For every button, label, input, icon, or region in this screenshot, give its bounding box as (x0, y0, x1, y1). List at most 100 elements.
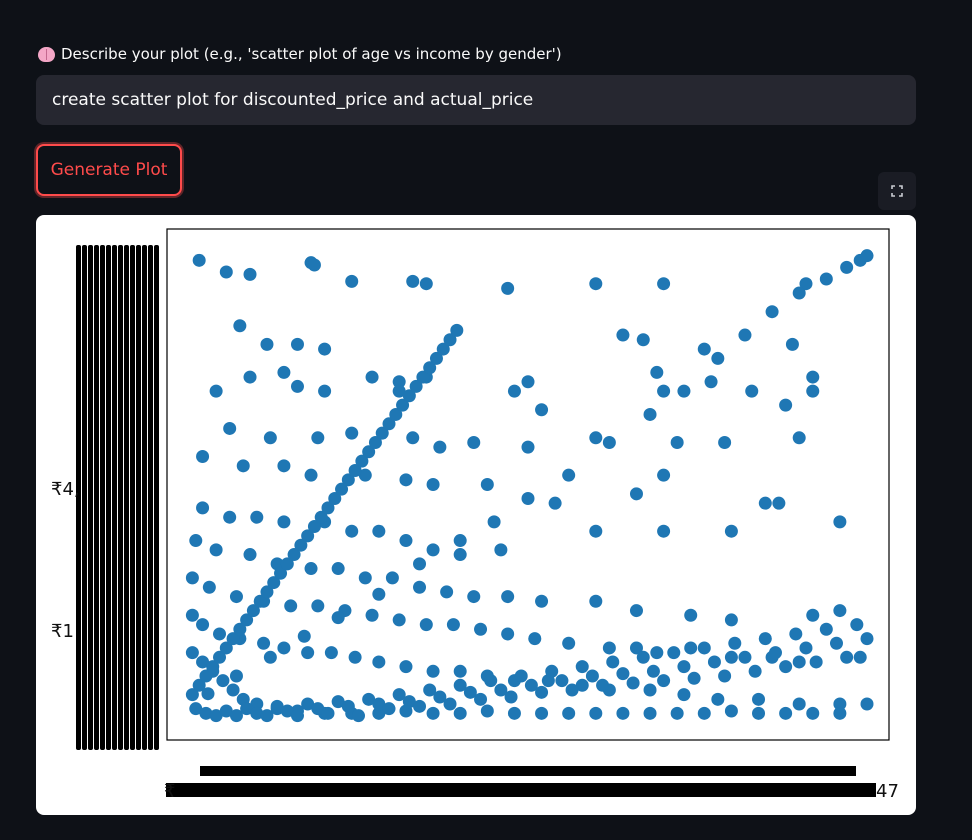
y-tick-label-cluster (118, 245, 123, 750)
scatter-point (677, 660, 691, 674)
scatter-chart: ₹4, ₹1 47 ₹ (51, 228, 899, 802)
scatter-point (443, 333, 457, 347)
scatter-point (474, 622, 488, 636)
scatter-point (535, 594, 549, 608)
scatter-point (368, 435, 382, 449)
scatter-point (860, 697, 874, 711)
scatter-point (413, 557, 427, 571)
scatter-point (277, 641, 291, 655)
scatter-point (304, 468, 318, 482)
scatter-point (724, 613, 738, 627)
scatter-point (311, 599, 325, 613)
scatter-point (545, 664, 559, 678)
scatter-point (253, 594, 267, 608)
scatter-point (423, 361, 437, 375)
y-tick-overlap (76, 245, 159, 750)
scatter-point (806, 706, 820, 720)
scatter-point (670, 706, 684, 720)
scatter-point (206, 660, 220, 674)
scatter-point (219, 704, 233, 718)
scatter-point (426, 478, 440, 491)
scatter-point (453, 678, 467, 692)
scatter-point (185, 608, 199, 622)
scatter-point (226, 683, 240, 697)
scatter-point (697, 641, 711, 655)
scatter-point (657, 468, 671, 482)
scatter-point (535, 403, 549, 417)
scatter-point (250, 706, 264, 720)
scatter-point (799, 277, 813, 291)
scatter-point (433, 690, 447, 704)
scatter-point (494, 543, 508, 557)
scatter-point (806, 384, 820, 398)
scatter-point (629, 641, 643, 655)
scatter-point (301, 697, 315, 711)
scatter-point (616, 706, 630, 720)
scatter-point (728, 636, 742, 650)
scatter-point (209, 709, 223, 723)
scatter-point (362, 445, 376, 459)
scatter-point (657, 384, 671, 398)
scatter-point (314, 510, 328, 524)
scatter-point (229, 669, 243, 683)
scatter-point (250, 697, 264, 711)
scatter-point (399, 473, 413, 487)
scatter-point (480, 704, 494, 718)
scatter-point (589, 706, 603, 720)
scatter-point (233, 319, 247, 333)
fullscreen-button[interactable] (878, 172, 916, 210)
scatter-point (223, 510, 237, 524)
scatter-point (284, 599, 298, 613)
scatter-point (833, 706, 847, 720)
scatter-point (185, 688, 199, 702)
scatter-point (226, 632, 240, 646)
scatter-point (229, 709, 243, 723)
scatter-point (748, 664, 762, 678)
scatter-point (396, 398, 410, 412)
scatter-point (219, 265, 233, 279)
scatter-point (779, 706, 793, 720)
scatter-point (524, 678, 538, 692)
scatter-point (450, 323, 464, 337)
scatter-point (792, 431, 806, 445)
scatter-point (487, 515, 501, 529)
scatter-point (752, 706, 766, 720)
scatter-point (372, 697, 386, 711)
x-tick-label: ₹ (164, 781, 175, 802)
scatter-point (657, 277, 671, 291)
scatter-point (860, 249, 874, 263)
scatter-point (833, 697, 847, 711)
scatter-point (643, 683, 657, 697)
scatter-point (504, 690, 518, 704)
scatter-point (453, 548, 467, 562)
scatter-point (636, 650, 650, 664)
scatter-point (331, 562, 345, 576)
scatter-point (602, 641, 616, 655)
scatter-point (738, 328, 752, 342)
generate-plot-button[interactable]: Generate Plot (36, 144, 182, 196)
scatter-point (213, 627, 227, 641)
scatter-point (199, 669, 213, 683)
scatter-point (328, 492, 342, 506)
y-tick-label-cluster (142, 245, 147, 750)
scatter-point (480, 478, 494, 491)
scatter-point (335, 482, 349, 496)
scatter-point (199, 706, 213, 720)
scatter-point (860, 632, 874, 646)
prompt-input[interactable]: create scatter plot for discounted_price… (36, 75, 916, 125)
scatter-point (201, 687, 215, 701)
scatter-point (392, 384, 406, 398)
scatter-point (267, 576, 281, 590)
scatter-point (453, 664, 467, 678)
scatter-point (650, 646, 664, 660)
scatter-point (389, 407, 403, 421)
scatter-point (792, 286, 806, 300)
scatter-point (799, 641, 813, 655)
scatter-point (399, 660, 413, 674)
scatter-point (819, 272, 833, 286)
scatter-point (707, 655, 721, 669)
expand-icon (891, 185, 903, 197)
scatter-point (311, 702, 325, 716)
scatter-point (697, 706, 711, 720)
scatter-point (792, 697, 806, 711)
